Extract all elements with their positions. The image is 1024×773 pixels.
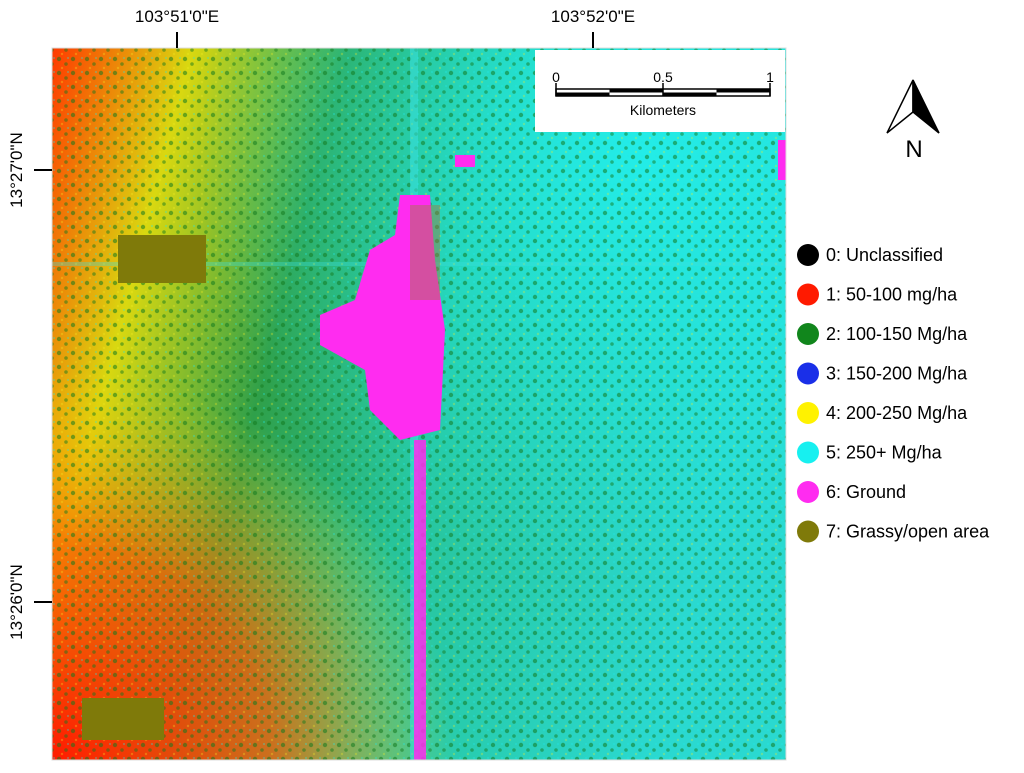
scale-bar-segment [716,89,770,93]
scale-tick-label: 1 [766,69,774,85]
legend: 0: Unclassified 1: 50-100 mg/ha 2: 100-150… [797,244,990,543]
latitude-label: 13°27'0"N [7,132,26,208]
legend-label: 4: 200-250 Mg/ha [826,403,968,423]
scale-bar-segment [609,89,663,93]
legend-swatch [797,362,819,385]
legend-label: 6: Ground [826,482,906,502]
legend-swatch [797,244,819,266]
scale-tick-label: 0.5 [653,69,673,85]
legend-swatch [797,283,819,306]
longitude-label: 103°52'0"E [551,7,635,26]
scale-tick-label: 0 [552,69,560,85]
legend-label: 2: 100-150 Mg/ha [826,324,968,344]
scale-bar: 0 0.5 1 Kilometers [552,69,774,118]
graticule: 103°51'0"E 103°52'0"E 13°27'0"N 13°26'0"N [7,7,635,640]
longitude-label: 103°51'0"E [135,7,219,26]
latitude-label: 13°26'0"N [7,564,26,640]
legend-swatch [797,441,819,464]
scale-bar-segment [556,92,610,96]
legend-swatch [797,481,819,503]
legend-label: 3: 150-200 Mg/ha [826,364,968,384]
north-label: N [905,136,922,163]
legend-label: 7: Grassy/open area [826,522,990,542]
north-arrow: N [886,79,940,163]
legend-swatch [797,402,819,424]
legend-swatch [797,323,819,345]
legend-label: 5: 250+ Mg/ha [826,443,943,463]
legend-label: 1: 50-100 mg/ha [826,285,958,305]
legend-swatch [797,520,819,543]
map-frame [51,47,787,761]
map-raster [52,48,786,760]
legend-label: 0: Unclassified [826,245,943,265]
scale-bar-segment [663,92,717,96]
scale-unit: Kilometers [630,102,696,118]
